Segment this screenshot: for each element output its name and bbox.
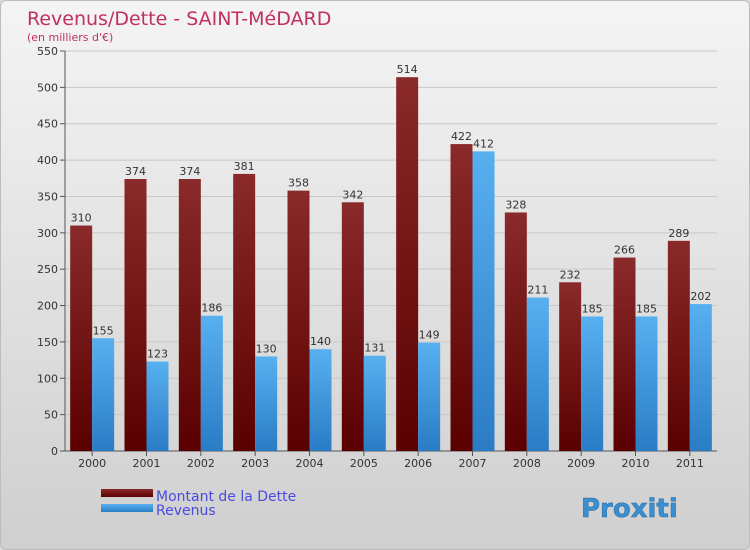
bar-revenus: [689, 304, 712, 451]
y-tick-label: 50: [44, 409, 58, 422]
x-tick-label: 2010: [622, 457, 650, 470]
y-tick-label: 300: [37, 227, 58, 240]
data-label: 232: [560, 268, 581, 281]
bar-debt: [504, 212, 527, 451]
data-label: 328: [505, 198, 526, 211]
y-tick-label: 150: [37, 336, 58, 349]
data-label: 211: [527, 284, 548, 297]
bar-revenus: [581, 316, 604, 451]
x-tick-label: 2004: [296, 457, 324, 470]
bar-revenus: [363, 355, 386, 451]
bar-debt: [233, 173, 256, 451]
bar-revenus: [635, 316, 658, 451]
data-label: 342: [342, 188, 363, 201]
x-tick-label: 2005: [350, 457, 378, 470]
bar-revenus: [309, 349, 332, 451]
data-label: 374: [179, 165, 200, 178]
data-label: 149: [419, 329, 440, 342]
chart-subtitle: (en milliers d'€): [27, 31, 113, 44]
bar-revenus: [146, 361, 169, 451]
bar-revenus: [472, 151, 495, 451]
bar-revenus: [92, 338, 115, 451]
y-tick-label: 500: [37, 81, 58, 94]
data-label: 374: [125, 165, 146, 178]
bars-layer: [70, 77, 712, 452]
data-label: 130: [256, 342, 277, 355]
data-label: 289: [668, 227, 689, 240]
bar-debt: [70, 225, 93, 451]
y-tick-label: 550: [37, 45, 58, 58]
data-label: 185: [636, 302, 657, 315]
data-label: 123: [147, 348, 168, 361]
bar-debt: [667, 240, 690, 451]
data-label: 381: [234, 160, 255, 173]
x-tick-label: 2006: [404, 457, 432, 470]
bar-debt: [613, 257, 636, 451]
bar-debt: [178, 179, 201, 451]
data-label: 155: [93, 324, 114, 337]
chart-title: Revenus/Dette - SAINT-MéDARD: [27, 8, 331, 30]
y-tick-label: 250: [37, 263, 58, 276]
bar-debt: [559, 282, 582, 451]
legend-swatch-revenus: [101, 504, 153, 512]
bar-debt: [396, 77, 419, 451]
data-label: 310: [71, 212, 92, 225]
data-label: 422: [451, 130, 472, 143]
data-label: 266: [614, 244, 635, 257]
y-tick-label: 200: [37, 300, 58, 313]
x-tick-label: 2011: [676, 457, 704, 470]
bar-debt: [287, 190, 310, 452]
data-label: 514: [397, 63, 418, 76]
bar-debt: [450, 144, 473, 451]
labels-layer: 0 50 100 150 200 250 300 350 400 450 500 550 2000 310…: [37, 45, 711, 470]
x-tick-label: 2001: [133, 457, 161, 470]
data-label: 186: [201, 302, 222, 315]
data-label: 140: [310, 335, 331, 348]
legend-label-debt: Montant de la Dette: [156, 489, 296, 505]
legend-label-revenus: Revenus: [156, 503, 216, 519]
bar-revenus: [418, 342, 441, 451]
data-label: 358: [288, 177, 309, 190]
grid-layer: [60, 50, 717, 456]
x-tick-label: 2000: [78, 457, 106, 470]
bar-revenus: [255, 356, 278, 451]
data-label: 412: [473, 137, 494, 150]
bar-revenus: [526, 297, 549, 451]
x-tick-label: 2003: [241, 457, 269, 470]
x-tick-label: 2007: [459, 457, 487, 470]
bar-debt: [341, 202, 364, 451]
x-tick-label: 2002: [187, 457, 215, 470]
x-tick-label: 2009: [567, 457, 595, 470]
x-tick-label: 2008: [513, 457, 541, 470]
proxiti-logo: Proxiti: [581, 494, 678, 525]
y-tick-label: 450: [37, 118, 58, 131]
data-label: 202: [690, 290, 711, 303]
data-label: 131: [364, 342, 385, 355]
legend: Montant de la Dette Revenus: [101, 489, 296, 519]
bar-revenus: [200, 315, 223, 451]
y-tick-label: 350: [37, 190, 58, 203]
y-tick-label: 0: [51, 445, 58, 458]
data-label: 185: [582, 302, 603, 315]
logo-text: Proxiti: [581, 494, 678, 524]
y-tick-label: 400: [37, 154, 58, 167]
bar-debt: [124, 179, 147, 451]
legend-swatch-debt: [101, 489, 153, 497]
y-tick-label: 100: [37, 372, 58, 385]
